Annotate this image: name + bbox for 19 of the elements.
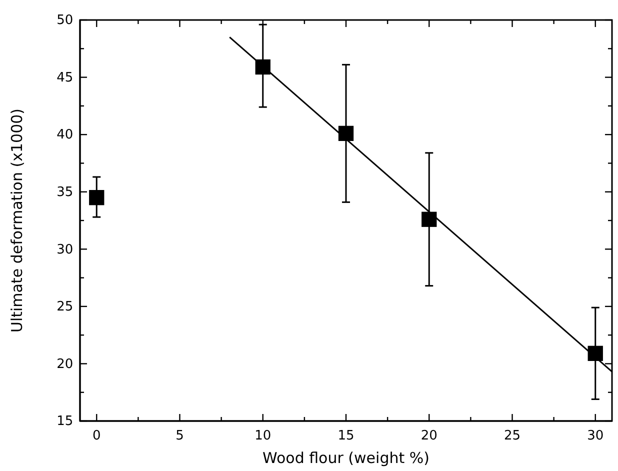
point xyxy=(422,212,437,227)
y-tick-label: 50 xyxy=(56,13,74,28)
x-tick-label: 10 xyxy=(254,428,272,444)
x-tick-label: 20 xyxy=(420,428,438,444)
point xyxy=(89,190,104,206)
y-tick-label: 45 xyxy=(56,70,74,86)
x-tick-label: 15 xyxy=(338,428,354,444)
y-tick-label: 30 xyxy=(56,242,74,258)
x-tick-label: 30 xyxy=(587,428,604,444)
y-tick-label: 35 xyxy=(56,185,74,200)
y-tick-label: 40 xyxy=(56,128,74,143)
x-axis-title: Wood flour (weight %) xyxy=(262,449,430,467)
x-tick-label: 5 xyxy=(176,428,184,444)
x-tick-label: 25 xyxy=(504,428,521,444)
y-tick-label: 20 xyxy=(56,356,74,372)
y-tick-label: 25 xyxy=(56,300,74,315)
x-tick-label: 0 xyxy=(92,428,101,444)
y-axis-title: Ultimate deformation (x1000) xyxy=(8,108,26,333)
y-tick-label: 15 xyxy=(56,414,74,430)
